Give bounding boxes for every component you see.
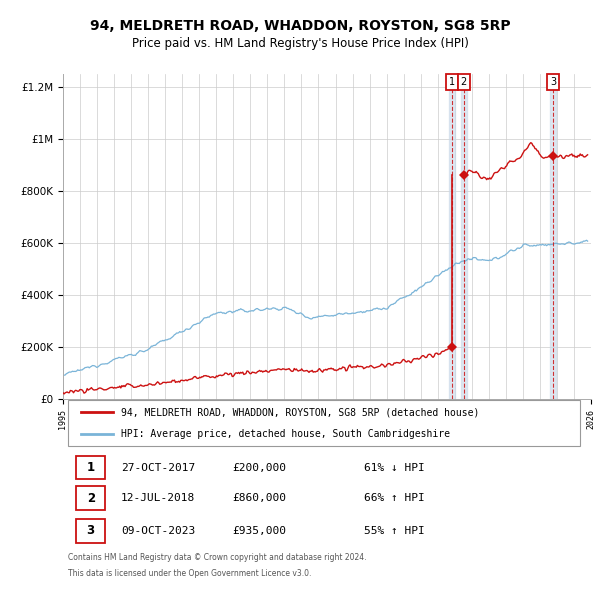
Text: 2: 2	[461, 77, 467, 87]
Bar	[449, 74, 455, 399]
FancyBboxPatch shape	[76, 455, 105, 479]
Text: 3: 3	[86, 525, 95, 537]
Text: 55% ↑ HPI: 55% ↑ HPI	[364, 526, 425, 536]
Text: Contains HM Land Registry data © Crown copyright and database right 2024.: Contains HM Land Registry data © Crown c…	[68, 553, 367, 562]
Text: 94, MELDRETH ROAD, WHADDON, ROYSTON, SG8 5RP: 94, MELDRETH ROAD, WHADDON, ROYSTON, SG8…	[89, 19, 511, 33]
Text: 61% ↓ HPI: 61% ↓ HPI	[364, 463, 425, 473]
Bar	[461, 74, 467, 399]
Text: Price paid vs. HM Land Registry's House Price Index (HPI): Price paid vs. HM Land Registry's House …	[131, 37, 469, 50]
Text: 09-OCT-2023: 09-OCT-2023	[121, 526, 196, 536]
FancyBboxPatch shape	[76, 486, 105, 510]
Text: 27-OCT-2017: 27-OCT-2017	[121, 463, 196, 473]
Text: 94, MELDRETH ROAD, WHADDON, ROYSTON, SG8 5RP (detached house): 94, MELDRETH ROAD, WHADDON, ROYSTON, SG8…	[121, 407, 479, 417]
Text: 1: 1	[86, 461, 95, 474]
Text: This data is licensed under the Open Government Licence v3.0.: This data is licensed under the Open Gov…	[68, 569, 311, 578]
Bar	[550, 74, 556, 399]
FancyBboxPatch shape	[76, 519, 105, 543]
FancyBboxPatch shape	[68, 400, 580, 445]
Text: 2: 2	[86, 491, 95, 504]
Text: 12-JUL-2018: 12-JUL-2018	[121, 493, 196, 503]
Text: £860,000: £860,000	[232, 493, 286, 503]
Text: 66% ↑ HPI: 66% ↑ HPI	[364, 493, 425, 503]
Text: 3: 3	[550, 77, 556, 87]
Text: £935,000: £935,000	[232, 526, 286, 536]
Text: £200,000: £200,000	[232, 463, 286, 473]
Text: 1: 1	[449, 77, 455, 87]
Text: HPI: Average price, detached house, South Cambridgeshire: HPI: Average price, detached house, Sout…	[121, 428, 450, 438]
